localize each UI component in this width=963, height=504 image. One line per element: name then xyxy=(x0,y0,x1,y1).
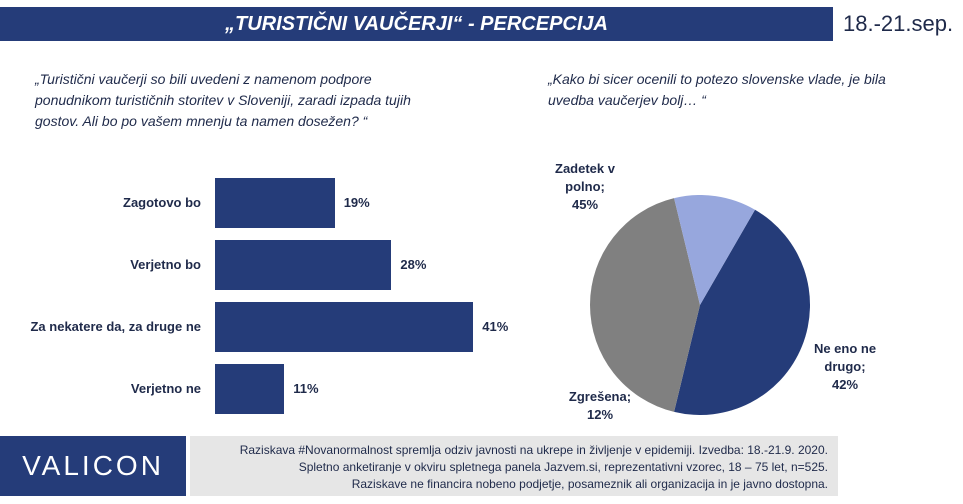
pie-slice-label: Ne eno ne drugo; 42% xyxy=(800,340,890,394)
bar-value-label: 11% xyxy=(293,381,319,396)
pie-slice-name: Ne eno ne drugo; xyxy=(813,341,877,374)
bar-label: Verjetno ne xyxy=(130,381,201,396)
pie-slice xyxy=(674,195,755,305)
pie-chart xyxy=(590,195,810,415)
bar xyxy=(215,240,392,290)
bar xyxy=(215,364,285,414)
bar-label: Verjetno bo xyxy=(130,257,201,272)
footer-line-3: Raziskave ne financira nobeno podjetje, … xyxy=(351,477,828,491)
pie-slice-name: Zgrešena; xyxy=(568,389,632,404)
left-question: „Turistični vaučerji so bili uvedeni z n… xyxy=(35,71,411,129)
pie-slice-value: 42% xyxy=(831,377,859,392)
pie-slice-value: 12% xyxy=(586,407,614,422)
pie-slice-label: Zadetek v polno; 45% xyxy=(540,160,630,214)
footer-line-1: Raziskava #Novanormalnost spremlja odziv… xyxy=(239,443,828,457)
footer-line-2: Spletno anketiranje v okviru spletnega p… xyxy=(298,460,828,474)
logo-text: VALICON xyxy=(22,450,164,481)
bar-value-label: 28% xyxy=(400,257,427,272)
bar-value-label: 19% xyxy=(343,195,370,210)
bar-label: Za nekatere da, za druge ne xyxy=(30,319,201,334)
right-question: „Kako bi sicer ocenili to potezo slovens… xyxy=(548,71,886,108)
footer-notes: Raziskava #Novanormalnost spremlja odziv… xyxy=(190,436,838,496)
title-banner: „TURISTIČNI VAUČERJI“ - PERCEPCIJA xyxy=(0,7,833,41)
bar xyxy=(215,302,474,352)
page-title: „TURISTIČNI VAUČERJI“ - PERCEPCIJA xyxy=(224,13,608,35)
valicon-logo: VALICON xyxy=(0,436,186,496)
pie-slice xyxy=(674,209,810,415)
bar-value-label: 41% xyxy=(482,319,509,334)
bar xyxy=(215,178,335,228)
bar-label: Zagotovo bo xyxy=(123,195,201,210)
pie-slice-label: Zgrešena; 12% xyxy=(550,388,650,424)
pie-slice-value: 45% xyxy=(571,197,599,212)
survey-date: 18.-21.sep. xyxy=(843,11,954,36)
pie-slice-name: Zadetek v polno; xyxy=(555,161,615,194)
pie-slice xyxy=(590,198,700,412)
